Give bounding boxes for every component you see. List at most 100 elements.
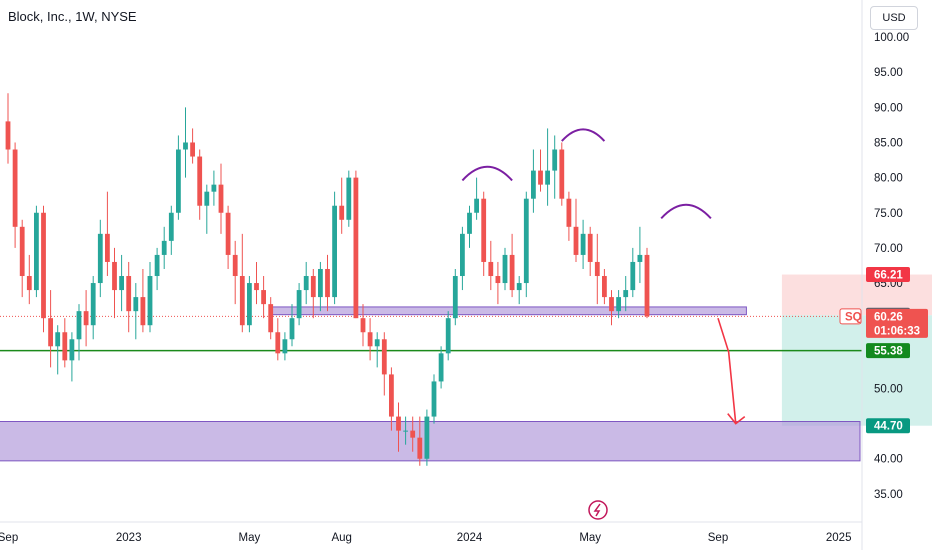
candle-body <box>616 297 621 312</box>
candle <box>630 247 636 298</box>
time-tick-label: 2023 <box>116 532 142 544</box>
candle <box>417 416 423 466</box>
candle-body <box>247 283 252 326</box>
candle-body <box>644 254 650 317</box>
candle-body <box>19 226 25 277</box>
price-badge-target <box>866 418 910 434</box>
candle <box>289 304 295 347</box>
candle <box>133 283 139 340</box>
candle <box>69 332 75 382</box>
candle-body <box>282 339 288 354</box>
candle <box>296 283 302 326</box>
time-tick-label: 2025 <box>826 532 852 544</box>
candle <box>232 240 238 305</box>
candle <box>211 170 217 206</box>
candle-body <box>126 276 132 312</box>
candle <box>112 247 117 319</box>
candle <box>609 290 614 326</box>
candle-body <box>147 276 153 326</box>
candle-body <box>76 311 82 340</box>
candle-body <box>516 283 522 291</box>
candle <box>367 318 373 361</box>
candle-body <box>275 332 281 354</box>
candle <box>389 367 394 431</box>
candle <box>516 276 522 305</box>
candle-body <box>303 276 309 291</box>
candle <box>282 332 288 361</box>
candle <box>616 290 621 319</box>
candle <box>587 226 593 277</box>
candle-body <box>325 268 330 298</box>
candle <box>438 346 444 389</box>
candle-body <box>97 233 103 284</box>
candle <box>183 107 188 178</box>
candle-body <box>176 149 181 213</box>
time-tick-label: Sep <box>0 532 18 544</box>
zone-neckline <box>270 306 747 316</box>
candle-body <box>154 254 160 277</box>
candle-body <box>367 332 373 347</box>
candle <box>254 261 259 305</box>
drawings-layer <box>461 128 746 425</box>
candle-body <box>396 416 401 431</box>
time-tick-label: May <box>239 532 261 544</box>
candle <box>147 261 153 333</box>
symbol-title[interactable]: Block, Inc., 1W, NYSE <box>8 9 137 24</box>
candle <box>495 261 501 305</box>
candle <box>105 191 110 277</box>
tradingview-flash-icon <box>588 500 608 520</box>
candle <box>403 416 408 445</box>
candle-body <box>630 261 636 291</box>
candle <box>126 261 132 333</box>
candle-body <box>374 339 380 347</box>
candle <box>268 297 274 340</box>
candle-body <box>545 170 550 185</box>
price-tick-label: 95.00 <box>874 67 903 79</box>
candle-body <box>105 233 110 262</box>
candle <box>424 409 430 466</box>
price-tick-label: 80.00 <box>874 173 903 185</box>
currency-button[interactable]: USD <box>870 6 918 30</box>
candle <box>247 276 252 333</box>
candle-body <box>183 142 188 150</box>
candle <box>580 219 586 269</box>
price-tick-label: 35.00 <box>874 489 903 501</box>
pattern-arc <box>660 203 712 220</box>
candle <box>62 318 68 368</box>
candle <box>303 261 309 305</box>
candle <box>76 304 82 361</box>
candle <box>275 318 281 361</box>
candle-body <box>552 149 558 171</box>
candle <box>41 205 46 333</box>
candle <box>12 142 18 248</box>
candle-body <box>133 297 139 312</box>
candle-body <box>26 276 32 291</box>
candle <box>34 205 39 298</box>
candle-body <box>474 198 479 213</box>
candle-body <box>587 233 593 262</box>
candle-body <box>211 184 217 192</box>
candle-body <box>538 170 543 185</box>
candle-body <box>559 149 565 199</box>
candle <box>481 191 487 277</box>
candle-body <box>204 191 210 206</box>
candle-body <box>467 212 472 234</box>
candle-body <box>34 212 39 291</box>
candle <box>19 219 25 298</box>
candle-body <box>417 437 423 459</box>
candle <box>48 290 53 368</box>
candle-body <box>509 254 515 291</box>
candle-body <box>62 332 68 361</box>
candle-body <box>623 290 629 298</box>
time-tick-label: Aug <box>331 532 351 544</box>
current-price-label: 60.26 <box>874 311 903 323</box>
candle <box>381 332 387 396</box>
price-badge-label: 55.38 <box>874 346 903 358</box>
candle <box>559 142 565 206</box>
candle <box>552 135 558 199</box>
candle <box>545 128 550 206</box>
candle <box>161 226 167 269</box>
candle-body <box>360 318 366 333</box>
